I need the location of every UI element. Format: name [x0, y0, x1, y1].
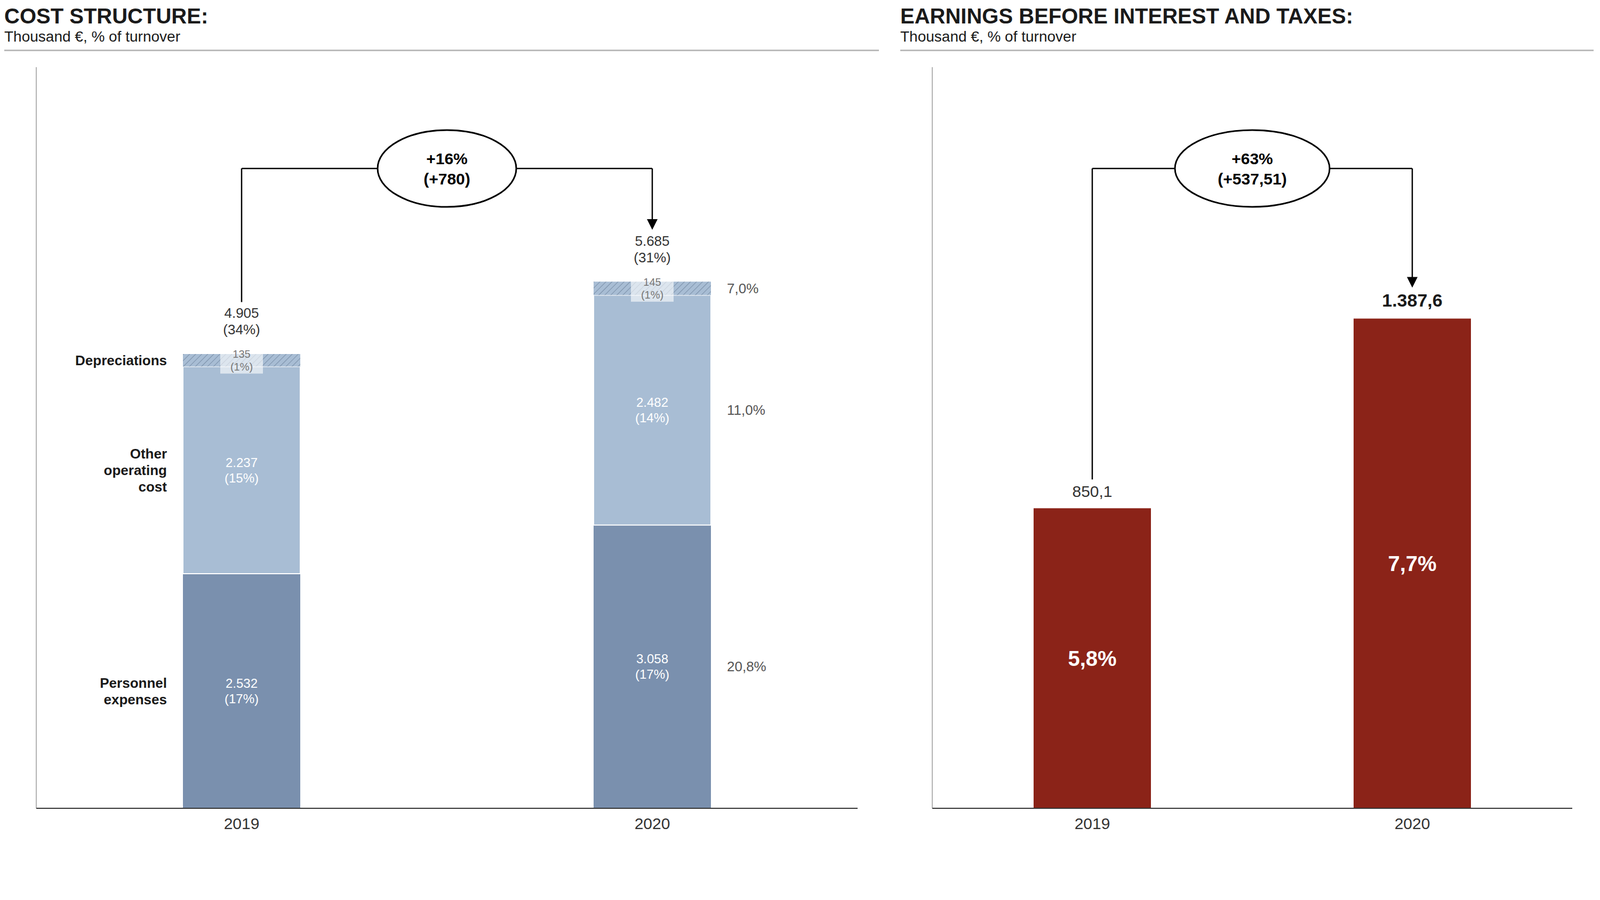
- svg-text:2.237(15%): 2.237(15%): [224, 455, 259, 486]
- svg-text:2020: 2020: [1394, 814, 1431, 833]
- svg-text:7,0%: 7,0%: [726, 280, 759, 297]
- svg-text:+16%: +16%: [426, 149, 468, 168]
- svg-text:3.058(17%): 3.058(17%): [635, 651, 670, 682]
- svg-text:20,8%: 20,8%: [726, 658, 767, 675]
- svg-text:(+780): (+780): [423, 170, 471, 188]
- svg-text:Depreciations: Depreciations: [75, 352, 167, 369]
- svg-text:2.482(14%): 2.482(14%): [635, 395, 670, 426]
- html-text:Thousand €, % of turnover: Thousand €, % of turnover: [900, 28, 1077, 45]
- html-text:EARNINGS BEFORE INTEREST AND T: EARNINGS BEFORE INTEREST AND TAXES:: [900, 4, 1354, 28]
- svg-text:7,7%: 7,7%: [1387, 552, 1437, 576]
- svg-text:Personnelexpenses: Personnelexpenses: [99, 675, 167, 708]
- svg-text:4.905(34%): 4.905(34%): [222, 305, 260, 338]
- svg-text:850,1: 850,1: [1072, 482, 1112, 501]
- html-text:COST STRUCTURE:: COST STRUCTURE:: [4, 4, 209, 28]
- svg-text:5,8%: 5,8%: [1067, 646, 1117, 671]
- svg-text:11,0%: 11,0%: [726, 402, 766, 419]
- svg-text:Otheroperatingcost: Otheroperatingcost: [104, 445, 168, 495]
- svg-text:1.387,6: 1.387,6: [1381, 290, 1443, 311]
- svg-text:2020: 2020: [634, 814, 671, 833]
- svg-text:2.532(17%): 2.532(17%): [224, 676, 259, 707]
- svg-text:(+537,51): (+537,51): [1217, 170, 1287, 188]
- svg-text:2019: 2019: [224, 814, 260, 833]
- svg-text:5.685(31%): 5.685(31%): [633, 233, 671, 266]
- svg-text:135(1%): 135(1%): [230, 348, 253, 373]
- svg-text:+63%: +63%: [1231, 149, 1274, 168]
- svg-text:2019: 2019: [1074, 814, 1111, 833]
- svg-text:145(1%): 145(1%): [641, 276, 664, 301]
- html-text:Thousand €, % of turnover: Thousand €, % of turnover: [4, 28, 181, 45]
